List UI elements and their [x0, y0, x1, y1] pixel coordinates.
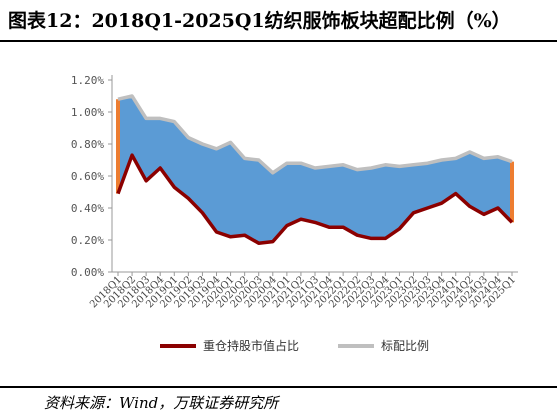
legend-label-standard: 标配比例 — [381, 339, 429, 353]
series-line-holding — [116, 153, 514, 245]
series-line-standard — [117, 94, 513, 175]
y-tick-label: 1.20% — [71, 74, 104, 87]
y-tick-label: 0.40% — [71, 202, 104, 215]
y-tick-label: 0.80% — [71, 138, 104, 151]
chart-title: 图表12：2018Q1-2025Q1纺织服饰板块超配比例（%） — [8, 10, 511, 32]
source-note: 资料来源：Wind，万联证券研究所 — [44, 394, 279, 412]
title-divider — [0, 40, 557, 42]
chart: 0.00%0.20%0.40%0.60%0.80%1.00%1.20% 2018… — [71, 74, 518, 353]
legend-label-holding: 重仓持股市值占比 — [203, 338, 299, 353]
y-tick-label: 0.00% — [71, 266, 104, 279]
y-tick-label: 1.00% — [71, 106, 104, 119]
y-tick-label: 0.60% — [71, 170, 104, 183]
y-tick-label: 0.20% — [71, 234, 104, 247]
source-divider — [0, 386, 557, 388]
